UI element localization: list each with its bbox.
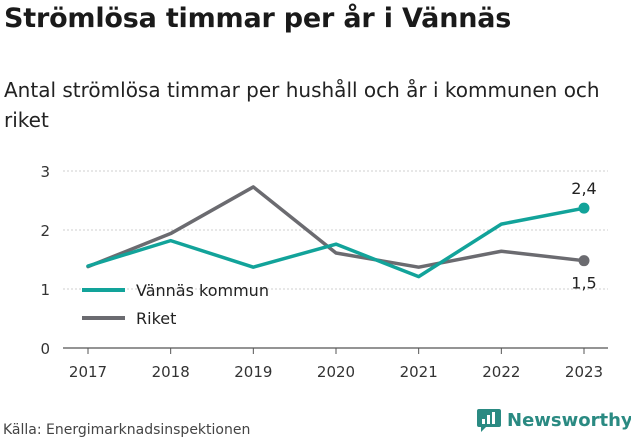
x-tick-label: 2019 <box>234 363 272 381</box>
x-tick-label: 2022 <box>482 363 520 381</box>
newsworthy-logo: Newsworthy <box>476 407 631 433</box>
series-line <box>86 206 586 279</box>
x-tick-label: 2023 <box>565 363 603 381</box>
source-note: Källa: Energimarknadsinspektionen <box>3 422 251 438</box>
brand-name: Newsworthy <box>507 409 631 431</box>
y-tick-label: 3 <box>40 163 50 181</box>
y-tick-label: 2 <box>40 222 50 240</box>
series-end-point <box>578 202 590 214</box>
series-line <box>86 185 586 269</box>
chart-title: Strömlösa timmar per år i Vännäs <box>4 3 512 34</box>
newsworthy-logo-icon <box>477 409 501 432</box>
y-tick-label: 0 <box>40 340 50 358</box>
x-tick-label: 2017 <box>69 363 107 381</box>
chart-subtitle: Antal strömlösa timmar per hushåll och å… <box>4 78 600 132</box>
data-label: 1,5 <box>571 274 596 293</box>
x-tick-label: 2021 <box>400 363 438 381</box>
y-tick-label: 1 <box>40 281 50 299</box>
x-tick-label: 2020 <box>317 363 355 381</box>
legend-label: Riket <box>136 309 176 328</box>
data-label: 2,4 <box>571 179 596 198</box>
legend-label: Vännäs kommun <box>136 281 269 300</box>
x-tick-label: 2018 <box>152 363 190 381</box>
series-end-point <box>578 255 590 267</box>
